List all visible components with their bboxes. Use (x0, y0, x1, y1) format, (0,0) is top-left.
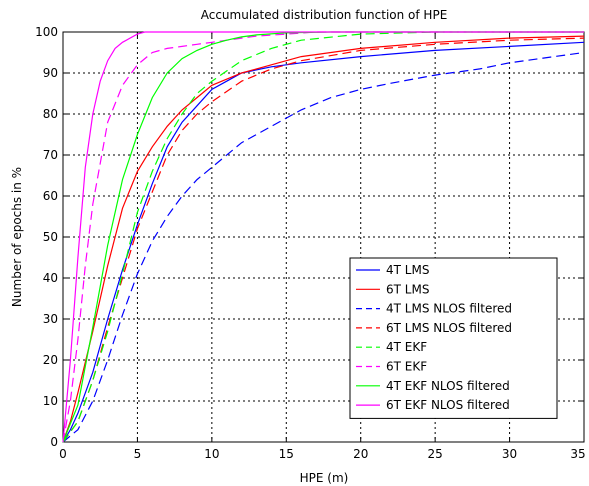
legend: 4T LMS 6T LMS 4T LMS NLOS filtered 6T LMS N… (349, 257, 558, 419)
legend-label-8: 6T EKF NLOS filtered (386, 398, 510, 412)
x-tick-label: 15 (279, 447, 294, 461)
y-tick-label: 100 (35, 25, 58, 39)
series-line-5 (62, 31, 584, 443)
y-tick-label: 10 (43, 394, 58, 408)
series-line-8 (62, 31, 584, 443)
y-tick-label: 90 (43, 66, 58, 80)
legend-box (349, 257, 558, 419)
x-tick-label: 35 (570, 447, 585, 461)
legend-label-5: 4T EKF (386, 340, 427, 354)
series-line-6 (62, 31, 584, 443)
x-tick-label: 5 (134, 447, 142, 461)
y-tick-label: 70 (43, 148, 58, 162)
x-tick-label: 25 (428, 447, 443, 461)
y-tick-label: 0 (50, 435, 58, 449)
y-tick-label: 50 (43, 230, 58, 244)
series-line-7 (62, 31, 584, 443)
chart-title: Accumulated distribution function of HPE (201, 8, 448, 22)
y-tick-label: 20 (43, 353, 58, 367)
series-group (62, 31, 585, 443)
series-line-4 (62, 37, 585, 443)
series-line-3 (62, 51, 585, 443)
legend-label-1: 4T LMS (386, 263, 429, 277)
x-tick-label: 20 (353, 447, 368, 461)
grid (63, 32, 584, 442)
y-tick-label: 40 (43, 271, 58, 285)
x-tick-label: 0 (59, 447, 67, 461)
series-line-2 (62, 35, 585, 443)
legend-label-6: 6T EKF (386, 360, 427, 374)
legend-label-4: 6T LMS NLOS filtered (386, 321, 512, 335)
legend-label-7: 4T EKF NLOS filtered (386, 379, 510, 393)
x-axis-label: HPE (m) (300, 471, 349, 485)
y-tick-label: 60 (43, 189, 58, 203)
series-line-1 (62, 41, 585, 443)
x-tick-label: 30 (502, 447, 517, 461)
x-tick-label: 10 (204, 447, 219, 461)
y-tick-label: 30 (43, 312, 58, 326)
y-axis-label: Number of epochs in % (10, 167, 24, 307)
axis-ticks: 0 5 10 15 20 25 30 35 0 10 20 30 40 50 60 70 80 90 100 (35, 25, 586, 461)
legend-label-2: 6T LMS (386, 282, 429, 296)
y-tick-label: 80 (43, 107, 58, 121)
legend-label-3: 4T LMS NLOS filtered (386, 302, 512, 316)
